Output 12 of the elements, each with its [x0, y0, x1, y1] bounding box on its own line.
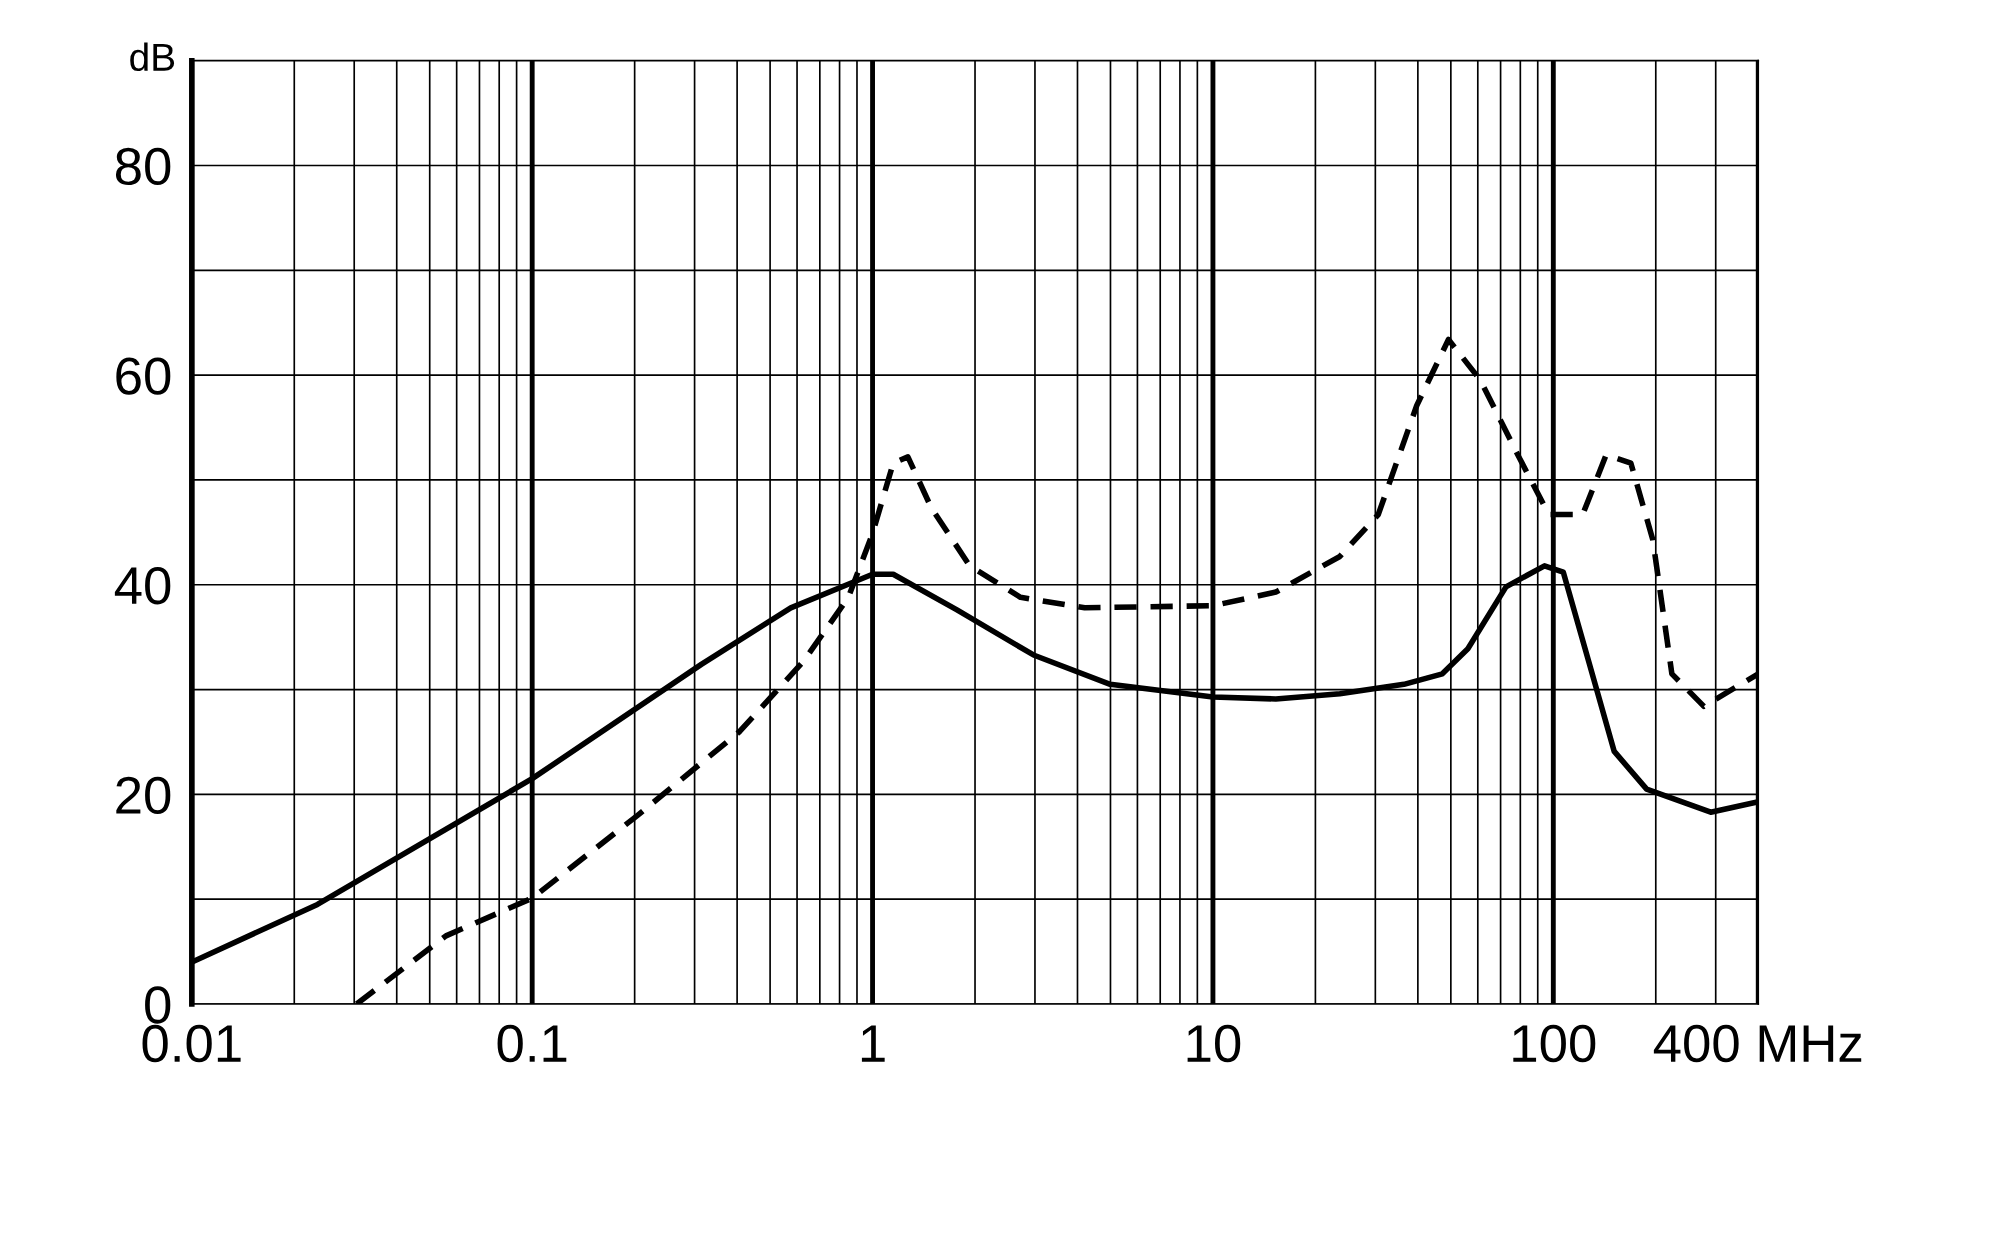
y-axis-title: dB: [130, 42, 175, 72]
y-tick-label: 40: [114, 567, 171, 605]
y-tick-label: 20: [116, 776, 171, 815]
x-tick-label: 10: [1187, 1024, 1241, 1063]
x-tick-label: 0.01: [142, 1024, 241, 1063]
x-tick-label: 400 MHz: [1653, 1024, 1862, 1063]
y-tick-label: 80: [115, 147, 171, 186]
x-tick-label: 1: [861, 1025, 885, 1062]
y-tick-label: 0: [145, 986, 171, 1024]
y-tick-label: 60: [116, 357, 171, 395]
x-tick-label: 100: [1513, 1024, 1596, 1063]
x-tick-label: 0.1: [497, 1024, 567, 1063]
